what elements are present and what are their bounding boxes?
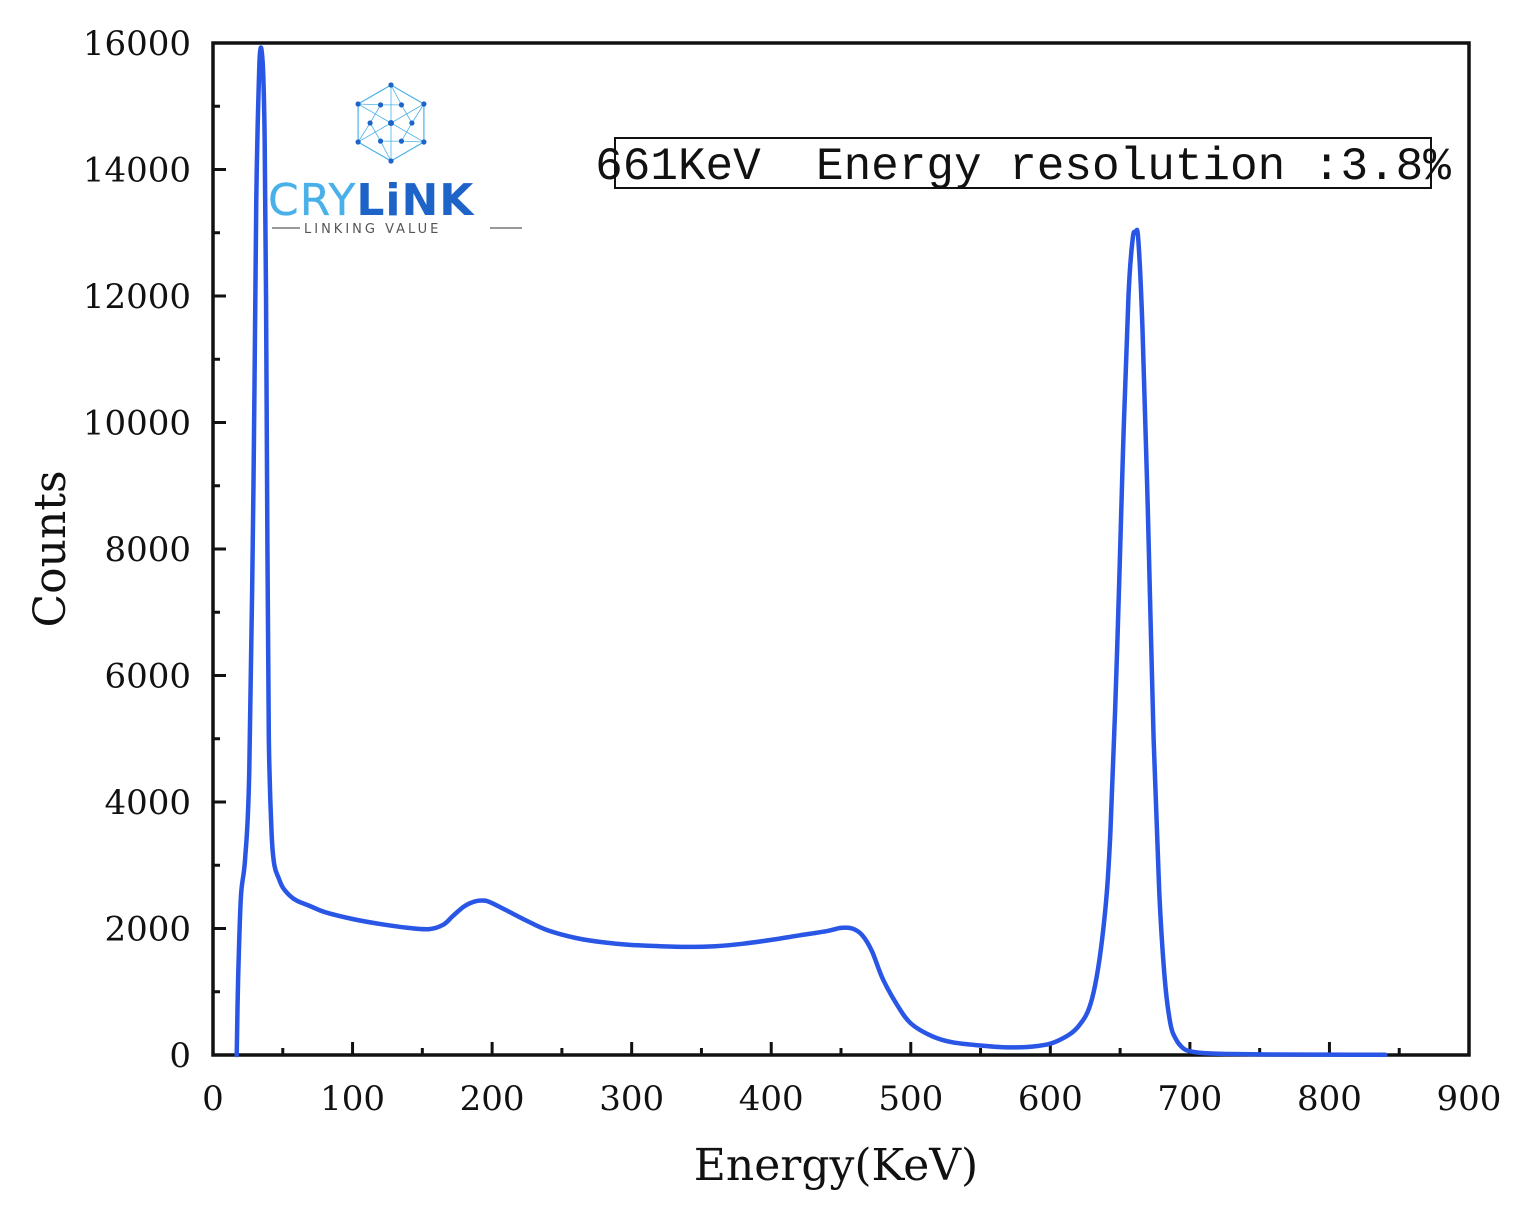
logo-hex-node (398, 138, 405, 144)
logo-hex-spoke (390, 122, 425, 143)
crylink-logo: CRYLiNK LINKING VALUE (268, 82, 522, 237)
x-tick-label: 600 (1018, 1079, 1083, 1119)
logo-hex-link (357, 122, 371, 143)
logo-hex-node (355, 139, 361, 145)
logo-hex-inner-edge (369, 104, 381, 124)
y-tick-label: 8000 (104, 530, 191, 570)
logo-hex-inner-edge (369, 122, 381, 142)
y-tick-label: 0 (169, 1036, 191, 1076)
x-axis-title: Energy(KeV) (694, 1140, 978, 1191)
y-tick-label: 6000 (104, 657, 191, 697)
logo-hex-edge (390, 84, 425, 105)
y-tick-label: 16000 (83, 24, 191, 64)
logo-hex-inner-edge (401, 104, 413, 124)
x-tick-label: 900 (1437, 1079, 1502, 1119)
annotation-box: 661KeV Energy resolution :3.8% (595, 137, 1451, 193)
logo-hex-edge (357, 84, 392, 105)
hexagon-network-icon (355, 82, 427, 164)
logo-word-bold: LiNK (356, 175, 475, 226)
x-tick-label: 700 (1157, 1079, 1222, 1119)
logo-hex-link (401, 140, 424, 143)
logo-hex-node (367, 120, 373, 126)
logo-hex-link (358, 103, 381, 106)
x-tick-label: 800 (1297, 1079, 1362, 1119)
logo-hex-link (390, 84, 402, 106)
y-axis-title: Counts (25, 470, 76, 627)
logo-hex-spoke (357, 103, 392, 124)
logo-hex-node (388, 158, 394, 164)
logo-hex-spoke (357, 122, 392, 143)
logo-hex-node (388, 82, 394, 88)
logo-hex-link (380, 140, 392, 162)
y-tick-label: 10000 (83, 404, 191, 444)
logo-hex-node (421, 101, 427, 107)
logo-hex-center-node (388, 120, 394, 126)
logo-hex-node (377, 138, 384, 144)
logo-hex-node (421, 139, 427, 145)
y-tick-label: 14000 (83, 151, 191, 191)
logo-hex-node (355, 101, 361, 107)
logo-tagline: LINKING VALUE (304, 222, 441, 237)
annotation-text: 661KeV Energy resolution :3.8% (595, 141, 1451, 193)
logo-hex-node (377, 102, 384, 108)
x-tick-label: 0 (202, 1079, 224, 1119)
series-line (234, 45, 1388, 1058)
x-tick-label: 500 (878, 1079, 943, 1119)
logo-hex-edge (357, 141, 392, 162)
logo-hex-edge (390, 141, 425, 162)
logo-wordmark: CRYLiNK (268, 175, 475, 226)
logo-word-light: CRY (268, 175, 356, 226)
x-tick-label: 400 (739, 1079, 804, 1119)
x-tick-label: 300 (599, 1079, 664, 1119)
y-tick-label: 4000 (104, 783, 191, 823)
logo-hex-spoke (390, 103, 425, 124)
x-tick-label: 100 (320, 1079, 385, 1119)
logo-hex-node (409, 120, 415, 126)
axes-layer: 0 100 200 300 400 500 600 700 800 900 0 2000 4000 600… (83, 24, 1502, 1119)
logo-hex-link (411, 103, 425, 124)
logo-hex-inner-edge (401, 122, 413, 142)
series-layer (234, 45, 1388, 1058)
logo-hex-node (398, 102, 405, 108)
y-tick-label: 12000 (83, 277, 191, 317)
x-tick-label: 200 (460, 1079, 525, 1119)
annotation-border (614, 137, 1432, 189)
y-tick-label: 2000 (104, 910, 191, 950)
